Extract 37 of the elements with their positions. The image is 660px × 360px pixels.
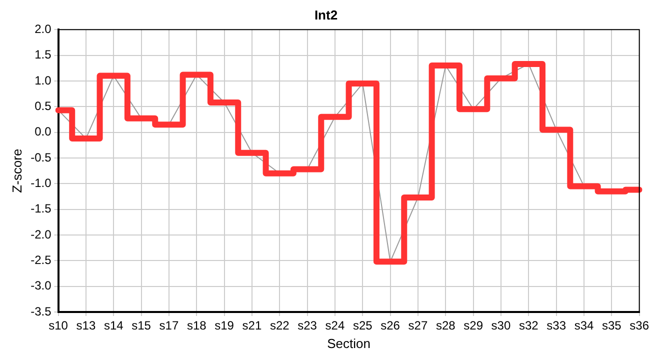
y-axis-title: Z-score [9,148,24,193]
y-tick-label: 2.0 [34,22,52,36]
x-tick-label: s27 [408,318,428,333]
y-tick-label: 1.0 [34,73,52,88]
x-tick-label: s36 [630,318,650,333]
x-tick-label: s30 [491,318,511,333]
y-tick-label: -1.0 [30,176,52,190]
x-tick-label: s33 [546,318,566,333]
y-tick-label: 1.5 [34,48,52,62]
y-tick-label: -1.5 [30,202,52,216]
y-tick-label: -2.5 [30,252,52,267]
x-tick-label: s23 [298,318,318,333]
x-tick-label: s15 [132,318,152,333]
x-tick-label: s24 [325,318,345,333]
x-tick-label: s18 [186,318,207,333]
x-tick-label: s34 [574,318,594,333]
x-tick-label: s22 [270,318,290,333]
x-tick-label: s21 [242,318,262,333]
x-tick-label: s26 [380,318,400,333]
x-tick-label: s19 [214,318,234,333]
x-tick-label: s35 [602,318,622,333]
y-tick-label: -3.0 [30,278,52,293]
x-tick-label: s17 [159,318,179,333]
y-tick-label: 0.5 [34,98,52,113]
x-tick-label: s32 [518,318,539,333]
y-tick-label: -2.0 [30,227,52,242]
x-tick-label: s25 [352,318,373,333]
x-tick-label: s10 [48,318,68,333]
x-tick-label: s28 [436,318,456,333]
x-axis-title: Section [327,336,370,351]
x-tick-label: s29 [464,318,484,333]
y-tick-label: -0.5 [30,150,52,164]
chart-title: Int2 [314,7,338,22]
x-tick-label: s14 [104,318,124,333]
y-tick-label: -3.5 [30,304,52,318]
x-tick-label: s13 [76,318,96,333]
y-tick-label: 0.0 [34,124,52,139]
